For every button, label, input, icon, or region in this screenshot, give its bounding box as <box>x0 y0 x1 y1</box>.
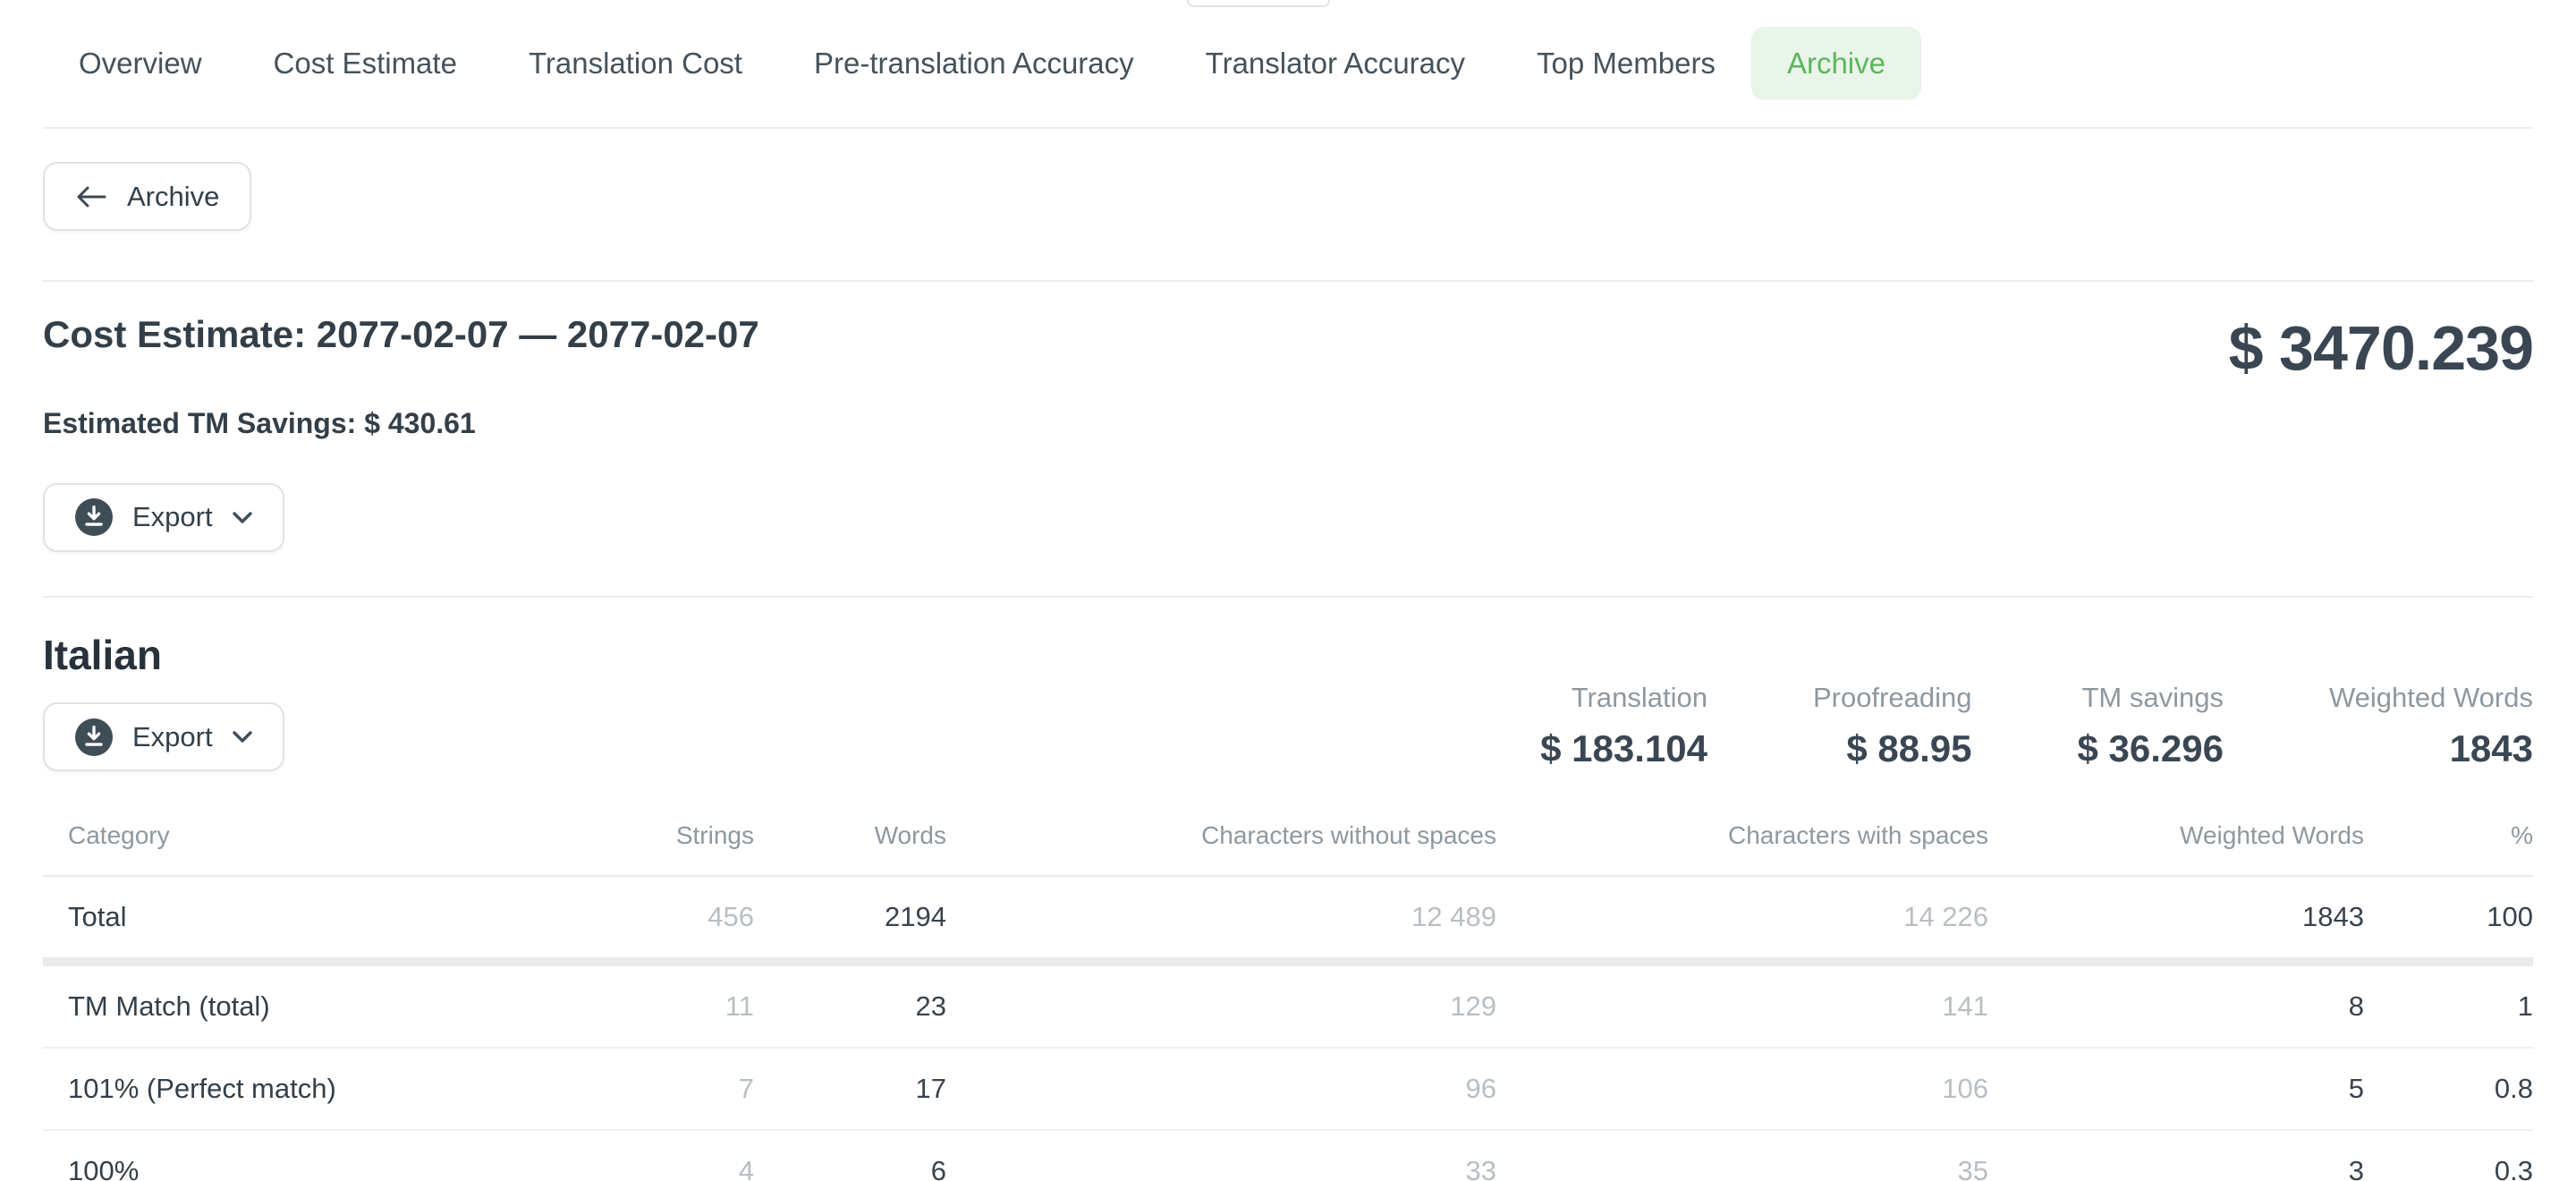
stat-translation: Translation $ 183.104 <box>1540 681 1707 769</box>
table-row-100: 100% 4 6 33 35 3 0.3 <box>68 1155 2533 1181</box>
col-weighted-words: Weighted Words <box>1988 798 2364 877</box>
stat-proofreading: Proofreading $ 88.95 <box>1813 681 1972 769</box>
tab-archive[interactable]: Archive <box>1750 27 1921 100</box>
col-chars-without-spaces: Characters without spaces <box>946 798 1496 877</box>
col-words: Words <box>754 798 946 877</box>
download-icon <box>75 498 113 536</box>
stat-label: TM savings <box>2081 681 2224 713</box>
summary-section: Cost Estimate: 2077-02-07 — 2077-02-07 $… <box>0 282 2576 552</box>
chevron-down-icon <box>232 731 252 743</box>
language-name: Italian <box>43 631 162 678</box>
tab-translator-accuracy[interactable]: Translator Accuracy <box>1205 47 1466 80</box>
tab-top-members[interactable]: Top Members <box>1537 47 1716 80</box>
stat-label: Proofreading <box>1812 681 1972 713</box>
table-header-row: Category Strings Words Characters withou… <box>43 798 2533 877</box>
export-language-button[interactable]: Export <box>43 702 284 771</box>
language-stats: Translation $ 183.104 Proofreading $ 88.… <box>1540 681 2533 769</box>
stat-value: 1843 <box>2449 726 2533 769</box>
reports-tab-bar: Overview Cost Estimate Translation Cost … <box>43 0 2533 129</box>
col-chars-with-spaces: Characters with spaces <box>1496 798 1988 877</box>
back-row: Archive <box>43 162 2533 231</box>
stat-value: $ 36.296 <box>2077 726 2224 769</box>
stat-label: Translation <box>1571 681 1707 713</box>
tab-overview[interactable]: Overview <box>79 47 202 80</box>
chevron-down-icon <box>232 511 252 523</box>
export-report-button[interactable]: Export <box>43 482 284 552</box>
stat-weighted-words: Weighted Words 1843 <box>2329 681 2533 769</box>
table-row-total: Total 456 2194 12 489 14 226 1843 100 <box>43 876 2533 966</box>
cost-breakdown-table: Category Strings Words Characters withou… <box>43 798 2533 1181</box>
col-category: Category <box>43 798 597 877</box>
popup-remnant <box>1187 0 1330 7</box>
table-row-101-perfect-match: 101% (Perfect match) 7 17 96 106 5 0.8 <box>43 1048 2533 1131</box>
archive-back-button[interactable]: Archive <box>43 162 252 231</box>
stat-value: $ 88.95 <box>1846 726 1972 769</box>
section-divider <box>43 280 2533 282</box>
language-section: Italian Export <box>0 598 2576 1181</box>
download-icon <box>75 718 113 756</box>
back-button-label: Archive <box>127 180 220 212</box>
col-percent: % <box>2364 798 2533 877</box>
tab-translation-cost[interactable]: Translation Cost <box>528 47 742 80</box>
arrow-left-icon <box>75 184 107 209</box>
export-button-label: Export <box>132 501 213 532</box>
page-title: Cost Estimate: 2077-02-07 — 2077-02-07 <box>43 313 759 355</box>
col-strings: Strings <box>597 798 754 877</box>
tab-cost-estimate[interactable]: Cost Estimate <box>273 47 457 80</box>
stat-label: Weighted Words <box>2328 681 2533 713</box>
tm-savings-text: Estimated TM Savings: $ 430.61 <box>43 406 476 439</box>
tab-pre-translation-accuracy[interactable]: Pre-translation Accuracy <box>813 47 1134 80</box>
section-divider-2 <box>43 595 2533 598</box>
total-cost-value: $ 3470.239 <box>2228 313 2534 383</box>
stat-value: $ 183.104 <box>1540 726 1707 769</box>
export-button-label: Export <box>132 720 213 752</box>
table-row-tm-match: TM Match (total) 11 23 129 141 8 1 <box>43 962 2533 1049</box>
stat-tm-savings: TM savings $ 36.296 <box>2077 681 2224 769</box>
